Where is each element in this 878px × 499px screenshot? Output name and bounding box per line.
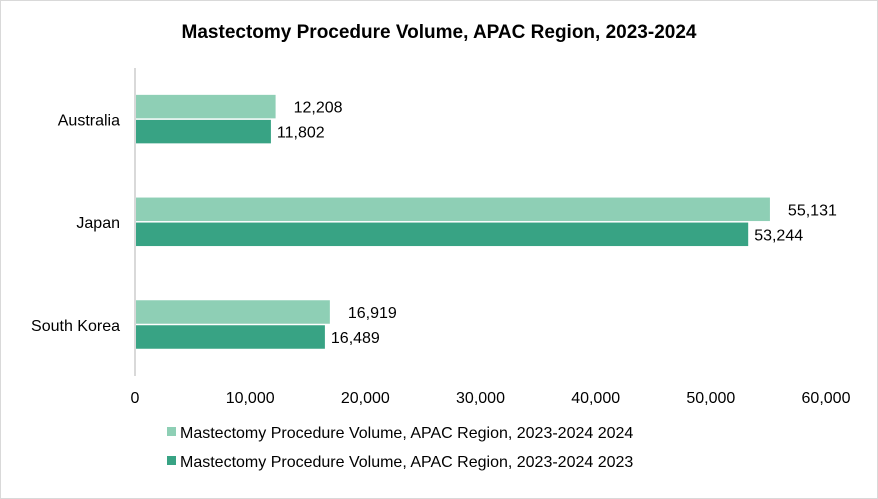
bar bbox=[135, 300, 330, 324]
bar bbox=[135, 325, 325, 349]
x-tick-label: 60,000 bbox=[802, 390, 851, 407]
legend-label: Mastectomy Procedure Volume, APAC Region… bbox=[180, 454, 633, 471]
x-tick-label: 0 bbox=[131, 390, 140, 407]
x-tick-label: 20,000 bbox=[341, 390, 390, 407]
chart-title: Mastectomy Procedure Volume, APAC Region… bbox=[182, 22, 697, 43]
data-label: 53,244 bbox=[754, 227, 803, 244]
data-label: 11,802 bbox=[277, 125, 325, 142]
bar bbox=[135, 119, 271, 144]
category-label: South Korea bbox=[31, 318, 120, 335]
category-label: Japan bbox=[76, 215, 120, 232]
data-label: 16,919 bbox=[348, 305, 397, 322]
x-tick-label: 40,000 bbox=[571, 390, 620, 407]
x-tick-label: 30,000 bbox=[456, 390, 505, 407]
data-label: 55,131 bbox=[788, 202, 837, 219]
bar bbox=[135, 94, 276, 119]
legend-swatch bbox=[167, 427, 176, 436]
legend-swatch bbox=[167, 456, 176, 465]
data-label: 12,208 bbox=[294, 100, 343, 117]
data-label: 16,489 bbox=[331, 330, 380, 347]
x-tick-label: 50,000 bbox=[686, 390, 735, 407]
x-tick-label: 10,000 bbox=[226, 390, 275, 407]
legend-label: Mastectomy Procedure Volume, APAC Region… bbox=[180, 425, 633, 442]
category-label: Australia bbox=[58, 112, 120, 129]
bar bbox=[135, 197, 770, 222]
bar bbox=[135, 222, 749, 247]
